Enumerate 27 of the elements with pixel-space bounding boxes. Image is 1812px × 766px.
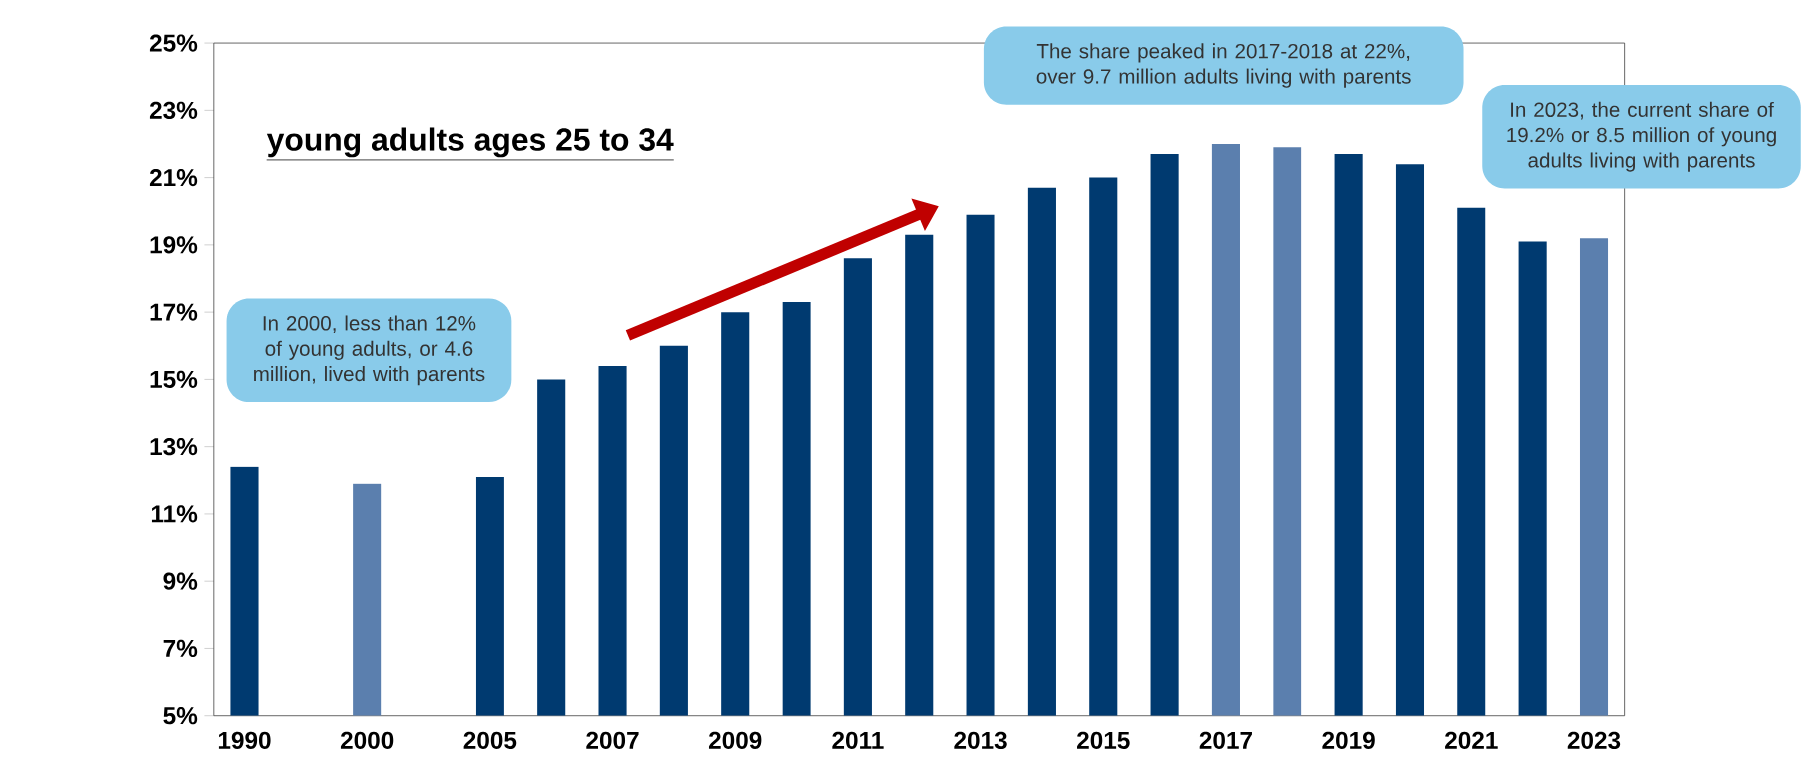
x-tick-label: 2021	[1445, 731, 1498, 749]
annotation: In 2023, the current share of 19.2% or 8.5 million of young adults living with parents	[1507, 101, 1776, 172]
x-tick-label: 2015	[1077, 731, 1130, 749]
x-tick-label: 2007	[586, 731, 639, 749]
annotation: In 2000, less than 12% of young adults, or 4.6 million, lived with parents	[254, 315, 485, 386]
text: young adults ages 25 to 34	[266, 127, 674, 158]
y-tick-label: 5%	[163, 706, 198, 725]
y-tick-label: 23%	[149, 101, 198, 119]
annotation: The share peaked in 2017-2018 at 22%, over 9.7 million adults living with parents	[1036, 43, 1411, 88]
x-tick-label: 2019	[1322, 731, 1375, 749]
y-tick-label: 21%	[149, 168, 198, 187]
y-tick-label: 15%	[150, 370, 198, 388]
x-tick-label: 2017	[1199, 731, 1252, 749]
x-tick-label: 2013	[954, 731, 1007, 749]
x-tick-label: 2009	[708, 731, 762, 749]
x-tick-label: 2000	[340, 731, 394, 749]
y-tick-label: 13%	[150, 437, 198, 456]
y-tick-label: 25%	[149, 34, 198, 52]
y-tick-label: 17%	[150, 303, 198, 321]
x-tick-label: 2023	[1567, 731, 1621, 749]
y-tick-label: 11%	[151, 505, 198, 523]
x-tick-label: 2011	[832, 731, 884, 749]
y-tick-label: 7%	[163, 639, 198, 657]
y-tick-label: 19%	[150, 236, 198, 254]
x-tick-label: 1990	[218, 731, 271, 749]
y-tick-label: 9%	[163, 572, 198, 590]
x-tick-label: 2005	[463, 731, 517, 749]
